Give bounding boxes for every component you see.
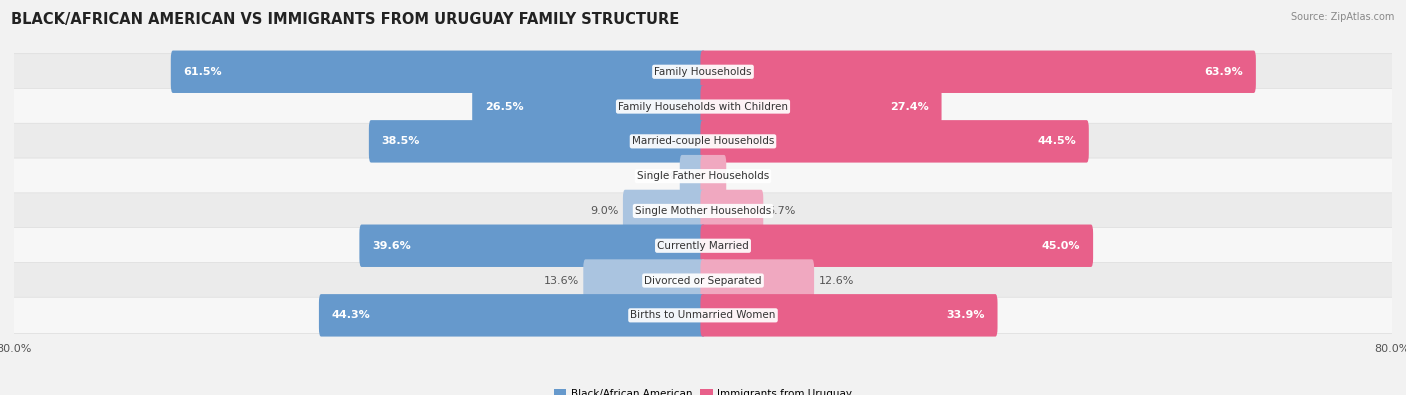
Text: 44.5%: 44.5% bbox=[1038, 136, 1076, 147]
FancyBboxPatch shape bbox=[700, 294, 997, 337]
Text: 26.5%: 26.5% bbox=[485, 102, 524, 111]
Text: Single Father Households: Single Father Households bbox=[637, 171, 769, 181]
FancyBboxPatch shape bbox=[0, 54, 1406, 90]
Text: 38.5%: 38.5% bbox=[382, 136, 420, 147]
FancyBboxPatch shape bbox=[700, 259, 814, 302]
Text: BLACK/AFRICAN AMERICAN VS IMMIGRANTS FROM URUGUAY FAMILY STRUCTURE: BLACK/AFRICAN AMERICAN VS IMMIGRANTS FRO… bbox=[11, 12, 679, 27]
Text: 27.4%: 27.4% bbox=[890, 102, 928, 111]
Text: 9.0%: 9.0% bbox=[591, 206, 619, 216]
FancyBboxPatch shape bbox=[679, 155, 706, 198]
Text: 2.4%: 2.4% bbox=[647, 171, 675, 181]
Text: 44.3%: 44.3% bbox=[332, 310, 371, 320]
FancyBboxPatch shape bbox=[700, 85, 942, 128]
FancyBboxPatch shape bbox=[583, 259, 706, 302]
Text: Divorced or Separated: Divorced or Separated bbox=[644, 276, 762, 286]
FancyBboxPatch shape bbox=[360, 224, 706, 267]
Text: 13.6%: 13.6% bbox=[544, 276, 579, 286]
FancyBboxPatch shape bbox=[0, 297, 1406, 333]
Text: Births to Unmarried Women: Births to Unmarried Women bbox=[630, 310, 776, 320]
Legend: Black/African American, Immigrants from Uruguay: Black/African American, Immigrants from … bbox=[554, 389, 852, 395]
Text: Married-couple Households: Married-couple Households bbox=[631, 136, 775, 147]
FancyBboxPatch shape bbox=[0, 193, 1406, 229]
FancyBboxPatch shape bbox=[170, 51, 706, 93]
Text: Currently Married: Currently Married bbox=[657, 241, 749, 251]
FancyBboxPatch shape bbox=[623, 190, 706, 232]
Text: Single Mother Households: Single Mother Households bbox=[636, 206, 770, 216]
Text: Family Households with Children: Family Households with Children bbox=[619, 102, 787, 111]
FancyBboxPatch shape bbox=[0, 262, 1406, 299]
Text: 61.5%: 61.5% bbox=[184, 67, 222, 77]
FancyBboxPatch shape bbox=[700, 51, 1256, 93]
FancyBboxPatch shape bbox=[700, 224, 1092, 267]
FancyBboxPatch shape bbox=[0, 123, 1406, 160]
FancyBboxPatch shape bbox=[700, 155, 727, 198]
FancyBboxPatch shape bbox=[700, 120, 1088, 163]
Text: 33.9%: 33.9% bbox=[946, 310, 984, 320]
FancyBboxPatch shape bbox=[319, 294, 706, 337]
FancyBboxPatch shape bbox=[0, 88, 1406, 125]
Text: 6.7%: 6.7% bbox=[768, 206, 796, 216]
Text: Source: ZipAtlas.com: Source: ZipAtlas.com bbox=[1291, 12, 1395, 22]
FancyBboxPatch shape bbox=[700, 190, 763, 232]
Text: 45.0%: 45.0% bbox=[1042, 241, 1080, 251]
FancyBboxPatch shape bbox=[0, 158, 1406, 194]
FancyBboxPatch shape bbox=[0, 228, 1406, 264]
FancyBboxPatch shape bbox=[368, 120, 706, 163]
FancyBboxPatch shape bbox=[472, 85, 706, 128]
Text: 12.6%: 12.6% bbox=[818, 276, 853, 286]
Text: 63.9%: 63.9% bbox=[1204, 67, 1243, 77]
Text: Family Households: Family Households bbox=[654, 67, 752, 77]
Text: 39.6%: 39.6% bbox=[373, 241, 411, 251]
Text: 2.4%: 2.4% bbox=[731, 171, 759, 181]
